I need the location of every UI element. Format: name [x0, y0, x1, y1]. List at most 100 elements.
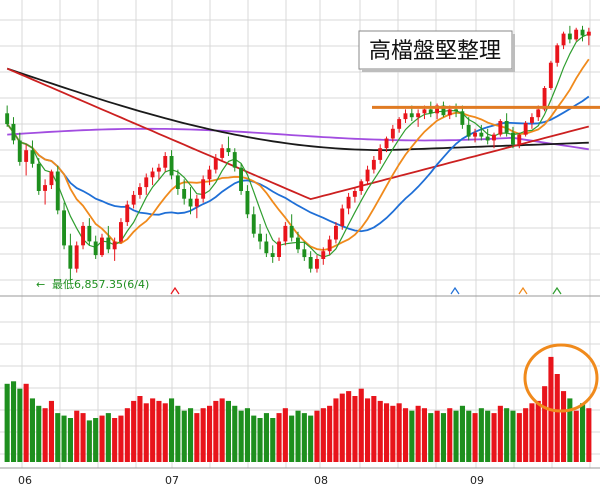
volume-bar	[301, 413, 307, 462]
candle-body	[523, 123, 528, 135]
candle-body	[93, 241, 98, 256]
volume-bar	[23, 383, 29, 462]
candle-body	[125, 204, 130, 223]
volume-bar	[516, 413, 522, 462]
candle-body	[188, 198, 193, 207]
candle-body	[289, 225, 294, 238]
volume-bar	[497, 405, 503, 462]
volume-bar	[17, 388, 23, 462]
ma-line-blue	[6, 95, 590, 233]
candle-body	[226, 148, 231, 153]
candle-body	[586, 31, 591, 36]
signal-marker	[552, 286, 562, 295]
volume-bar	[403, 408, 409, 462]
candle-body	[580, 29, 585, 36]
volume-bar	[181, 410, 187, 462]
candle-body	[55, 171, 60, 211]
volume-bar	[504, 408, 510, 462]
candle-body	[378, 148, 383, 160]
volume-bar	[156, 400, 162, 462]
volume-bar	[276, 413, 282, 462]
x-tick-label: 06	[18, 474, 32, 487]
volume-bar	[535, 400, 541, 462]
candle-body	[207, 169, 212, 180]
volume-bar	[529, 403, 535, 462]
volume-bar	[124, 408, 130, 462]
candle-body	[403, 113, 408, 120]
volume-bar	[55, 413, 61, 462]
volume-bar	[308, 415, 314, 462]
candle-body	[220, 148, 225, 158]
candle-body	[466, 124, 471, 137]
volume-bar	[573, 410, 579, 462]
candle-body	[182, 189, 187, 199]
candle-body	[327, 239, 332, 252]
volume-bar	[377, 400, 383, 462]
volume-bar	[352, 396, 358, 462]
volume-bar	[238, 410, 244, 462]
candle-body	[106, 237, 111, 250]
candle-body	[359, 181, 364, 191]
volume-bar	[244, 408, 250, 462]
candlesticks	[5, 25, 591, 281]
volume-bar	[194, 413, 200, 462]
candle-body	[245, 191, 250, 215]
volume-bar	[42, 408, 48, 462]
candle-body	[428, 109, 433, 114]
volume-bar	[371, 396, 377, 462]
volume-bar	[4, 383, 10, 462]
volume-bar	[314, 410, 320, 462]
volume-bar	[74, 410, 80, 462]
candle-body	[504, 121, 509, 133]
overlays	[170, 105, 600, 413]
candle-body	[232, 152, 237, 168]
volume-bar	[339, 393, 345, 462]
candle-body	[175, 175, 180, 189]
volume-bar	[263, 413, 269, 462]
candle-body	[144, 177, 149, 188]
volume-bar	[112, 418, 118, 462]
candle-body	[409, 113, 414, 118]
candle-body	[156, 167, 161, 172]
volume-bar	[472, 413, 478, 462]
volume-bar	[93, 418, 99, 462]
volume-bar	[466, 410, 472, 462]
candle-body	[517, 134, 522, 145]
candle-body	[43, 185, 47, 191]
volume-bar	[143, 403, 149, 462]
volume-bar	[542, 386, 548, 462]
candle-body	[390, 128, 395, 139]
candle-body	[435, 105, 439, 114]
candle-body	[11, 123, 16, 141]
candle-body	[555, 45, 560, 63]
volume-bar	[459, 405, 465, 462]
candle-body	[251, 214, 256, 234]
volume-bar	[118, 415, 124, 462]
volume-bar	[11, 381, 17, 462]
candle-body	[397, 119, 402, 129]
ma-line-purple	[7, 127, 589, 151]
candle-body	[150, 171, 155, 178]
volume-bar	[421, 408, 427, 462]
chart-title: 高檔盤堅整理	[369, 39, 501, 64]
candle-body	[340, 208, 345, 226]
candle-body	[87, 225, 92, 242]
volume-bar	[232, 405, 238, 462]
candle-body	[460, 111, 465, 125]
volume-bar	[137, 396, 143, 462]
candle-body	[74, 245, 79, 269]
ma-line-red	[6, 67, 590, 201]
volume-bar	[561, 391, 567, 462]
volume-bar	[447, 408, 453, 462]
candle-body	[561, 33, 566, 46]
candle-body	[422, 109, 427, 114]
candle-body	[24, 150, 29, 162]
candle-body	[239, 167, 243, 191]
x-tick-label: 08	[314, 474, 328, 487]
volume-bar	[295, 410, 301, 462]
x-axis: 06 07 08 09	[18, 474, 484, 487]
volume-bar	[213, 400, 219, 462]
volume-bar	[440, 413, 446, 462]
candle-body	[81, 225, 85, 246]
signal-marker	[170, 286, 180, 295]
